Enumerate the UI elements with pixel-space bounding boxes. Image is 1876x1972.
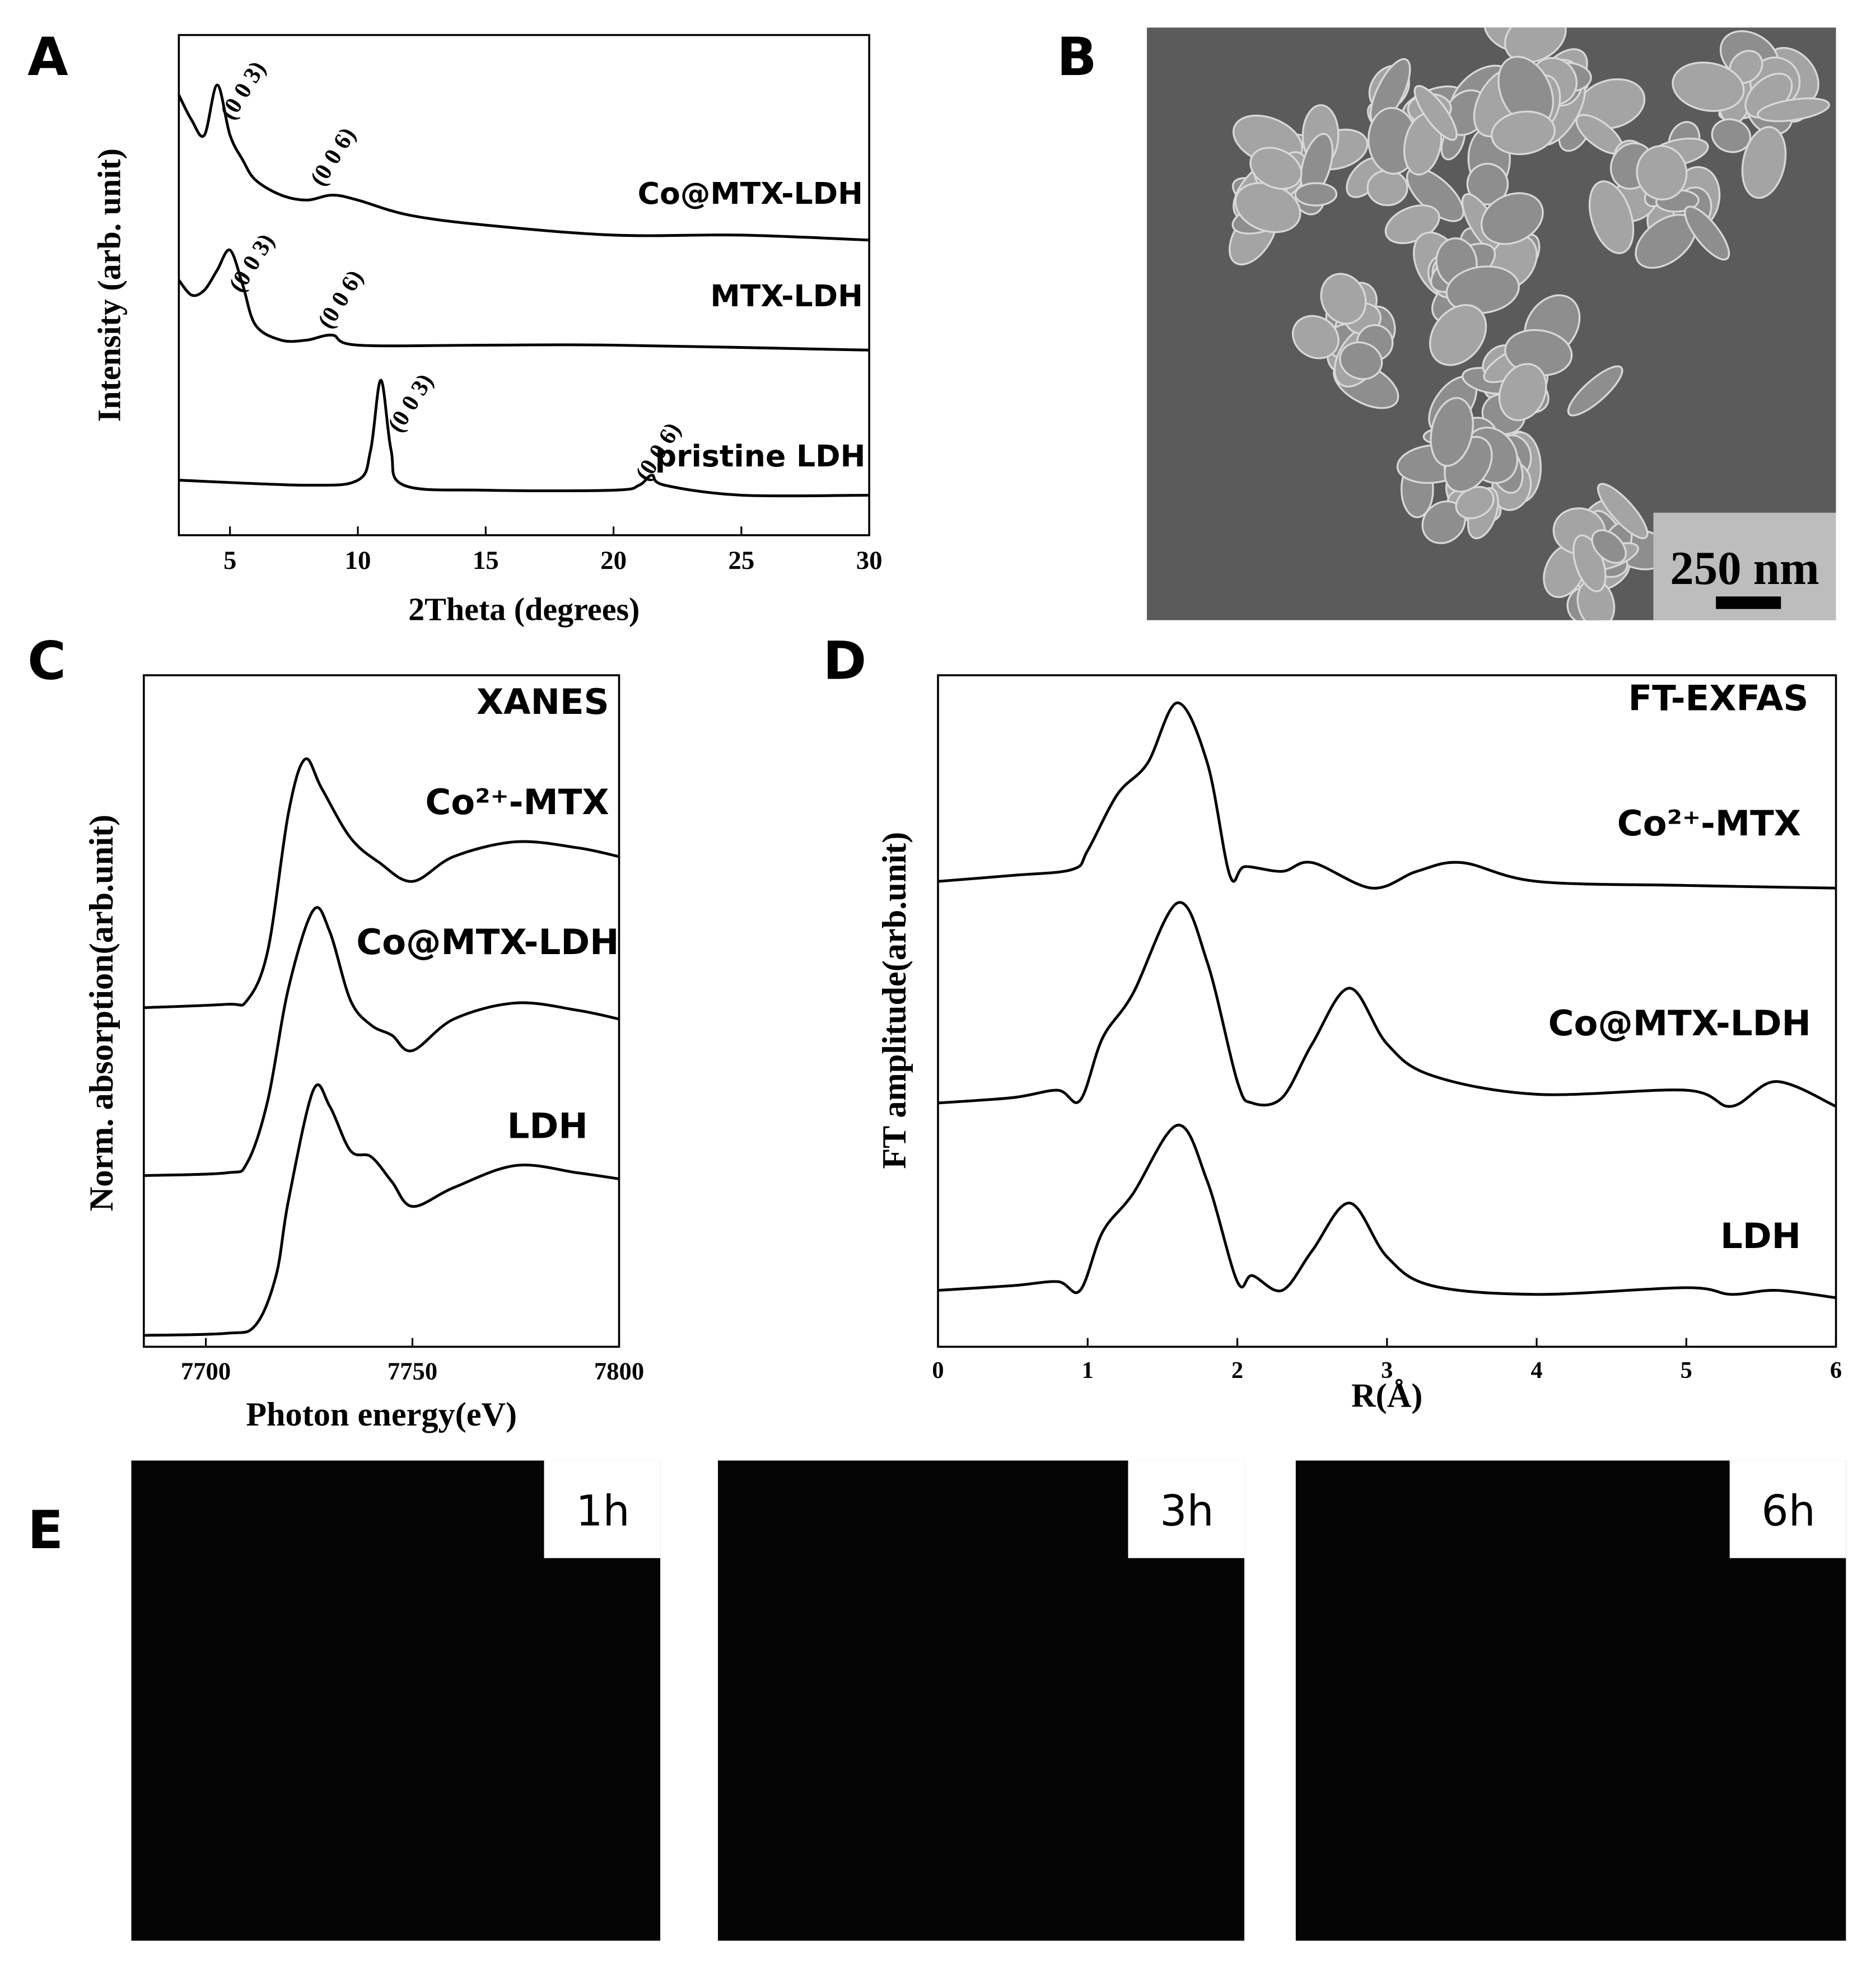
series-label: Co²⁺-MTX	[425, 782, 609, 823]
sem-flake	[1480, 192, 1544, 245]
series-label: Co²⁺-MTX	[1617, 803, 1801, 844]
time-label: 3h	[1160, 1487, 1214, 1536]
x-tick-label: 2	[1231, 1357, 1243, 1384]
series-label: LDH	[507, 1105, 588, 1146]
sem-image: 250 nm	[1146, 27, 1836, 620]
ct-image: 1h	[131, 1460, 661, 1941]
data-line	[178, 83, 870, 242]
ct-image: 3h	[717, 1460, 1245, 1941]
data-line	[143, 757, 620, 1010]
data-line	[143, 906, 620, 1177]
sem-flake	[1491, 110, 1556, 156]
sem-flake	[1684, 205, 1730, 261]
time-label-box	[1128, 1460, 1245, 1558]
sem-flake	[1429, 304, 1487, 366]
x-tick-label: 0	[932, 1357, 944, 1384]
plot-frame	[178, 34, 870, 536]
panel-label: E	[27, 1500, 63, 1561]
time-label-box	[1729, 1460, 1846, 1558]
sem-flake	[1567, 365, 1623, 417]
sem-flake	[1430, 397, 1474, 467]
sem-flake	[1445, 265, 1520, 314]
x-axis-label: R(Å)	[1351, 1377, 1422, 1415]
series-label: pristine LDH	[655, 438, 866, 474]
x-tick-label: 20	[600, 546, 627, 575]
x-tick-label: 7800	[594, 1357, 644, 1385]
x-axis-label: 2Theta (degrees)	[408, 591, 640, 628]
panel-label: C	[27, 631, 66, 692]
x-axis-label: Photon energy(eV)	[246, 1396, 517, 1433]
sem-flake	[1366, 169, 1408, 207]
x-tick-label: 30	[856, 546, 883, 575]
sem-flake	[1294, 182, 1338, 207]
sem-flake	[1498, 363, 1547, 422]
series-label: Co@MTX-LDH	[1548, 1003, 1811, 1044]
sem-flake	[1588, 180, 1635, 254]
x-tick-label: 7700	[181, 1357, 231, 1385]
panel-label: A	[27, 27, 68, 88]
x-tick-label: 4	[1530, 1357, 1542, 1384]
sem-flake	[1591, 529, 1627, 564]
plot-frame	[143, 674, 620, 1348]
x-tick-label: 1	[1082, 1357, 1094, 1384]
data-line	[937, 901, 1837, 1108]
series-label: LDH	[1720, 1216, 1801, 1256]
x-tick-label: 6	[1830, 1357, 1842, 1384]
sem-flake	[1636, 145, 1688, 200]
panel-label: D	[823, 631, 867, 692]
chart-annotation: FT-EXFAS	[1628, 678, 1808, 719]
data-line	[179, 378, 870, 498]
data-line	[937, 701, 1836, 890]
sem-flake	[1291, 315, 1340, 359]
scale-bar	[1716, 596, 1781, 609]
x-tick-label: 5	[1681, 1357, 1692, 1384]
data-line	[178, 248, 870, 352]
sem-flake	[1711, 118, 1752, 153]
scale-bar-label: 250 nm	[1670, 542, 1819, 595]
series-label: Co@MTX-LDH	[356, 922, 619, 962]
x-tick-label: 3	[1381, 1357, 1393, 1384]
y-axis-label: Intensity (arb. unit)	[91, 148, 127, 422]
ct-image: 6h	[1295, 1460, 1846, 1941]
y-axis-label: FT amplitude(arb.unit)	[876, 832, 913, 1169]
sem-flake	[1413, 85, 1458, 141]
x-tick-label: 15	[473, 546, 499, 575]
series-label: Co@MTX-LDH	[638, 176, 863, 211]
panel-label: B	[1057, 27, 1097, 88]
sem-flake	[1249, 147, 1303, 190]
sem-flake	[1741, 126, 1787, 199]
x-tick-label: 25	[728, 546, 754, 575]
x-tick-label: 5	[223, 546, 236, 575]
data-line	[143, 1083, 619, 1337]
series-label: MTX-LDH	[710, 278, 863, 314]
x-tick-label: 10	[345, 546, 371, 575]
data-line	[937, 1124, 1836, 1300]
time-label-box	[544, 1460, 661, 1558]
sem-flake	[1672, 61, 1745, 112]
y-axis-label: Norm. absorption(arb.unit)	[83, 815, 120, 1212]
sem-flake	[1504, 27, 1567, 63]
sem-flake	[1597, 483, 1649, 539]
sem-flake	[1320, 273, 1367, 325]
chart-annotation: XANES	[477, 681, 609, 722]
time-label: 6h	[1761, 1487, 1815, 1536]
sem-flake	[1339, 341, 1383, 380]
sem-flake	[1757, 97, 1830, 123]
x-tick-label: 7750	[388, 1357, 437, 1385]
time-label: 1h	[576, 1487, 629, 1536]
